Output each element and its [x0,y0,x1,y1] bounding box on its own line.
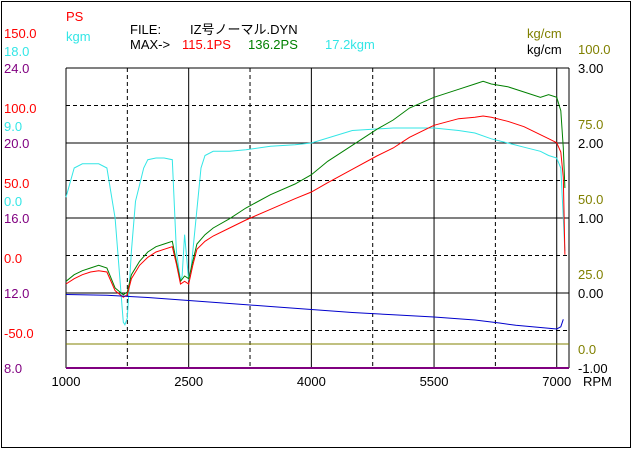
left-tick-red: -50.0 [4,326,34,341]
right-tick-black: 2.00 [578,136,603,151]
x-tick-label: 4000 [297,374,326,389]
left-tick-red: 150.0 [4,26,37,41]
ps-unit-label: PS [66,9,84,24]
grid [65,67,570,369]
x-tick-label: 5500 [420,374,449,389]
axis-tick-labels: 1000 2500 4000 5500 7000 24.0 20.0 16.0 12.0 8.0 1… [4,26,611,389]
right-tick-olive: 75.0 [578,117,603,132]
left-tick-cyan: 9.0 [4,119,22,134]
left-tick-cyan: 0.0 [4,194,22,209]
right-tick-olive: 0.0 [578,342,596,357]
left-tick-red: 50.0 [4,176,29,191]
left-tick-red: 100.0 [4,101,37,116]
max-ps-red: 115.1PS [182,37,231,52]
series-line-green [65,80,566,296]
series-line-blue [65,294,564,330]
series-line-cyan [65,127,566,326]
file-name: IZ号ノーマル.DYN [190,22,298,37]
right-tick-black: -1.00 [578,361,608,376]
left-tick-red: 0.0 [4,251,22,266]
series-lines [65,80,569,369]
left-tick-purple: 24.0 [4,61,29,76]
x-tick-label: 1000 [52,374,81,389]
right-tick-olive: 25.0 [578,267,603,282]
kgcm-unit-label-black: kg/cm [527,42,562,57]
right-tick-black: 0.00 [578,286,603,301]
max-ps-green: 136.2PS [248,37,298,52]
file-label: FILE: [130,22,161,37]
left-tick-purple: 8.0 [4,361,22,376]
rpm-unit-label: RPM [583,374,612,389]
right-tick-olive: 50.0 [578,192,603,207]
x-tick-label: 7000 [542,374,571,389]
max-label: MAX-> [130,37,170,52]
right-tick-black: 3.00 [578,61,603,76]
left-tick-purple: 20.0 [4,136,29,151]
left-tick-purple: 12.0 [4,286,29,301]
x-tick-label: 2500 [174,374,203,389]
left-tick-purple: 16.0 [4,211,29,226]
max-kgm: 17.2kgm [325,37,375,52]
kgm-unit-label: kgm [66,29,91,44]
kgcm-unit-label-olive: kg/cm [527,26,562,41]
right-tick-black: 1.00 [578,211,603,226]
right-tick-olive: 100.0 [578,42,611,57]
left-tick-cyan: 18.0 [4,44,29,59]
